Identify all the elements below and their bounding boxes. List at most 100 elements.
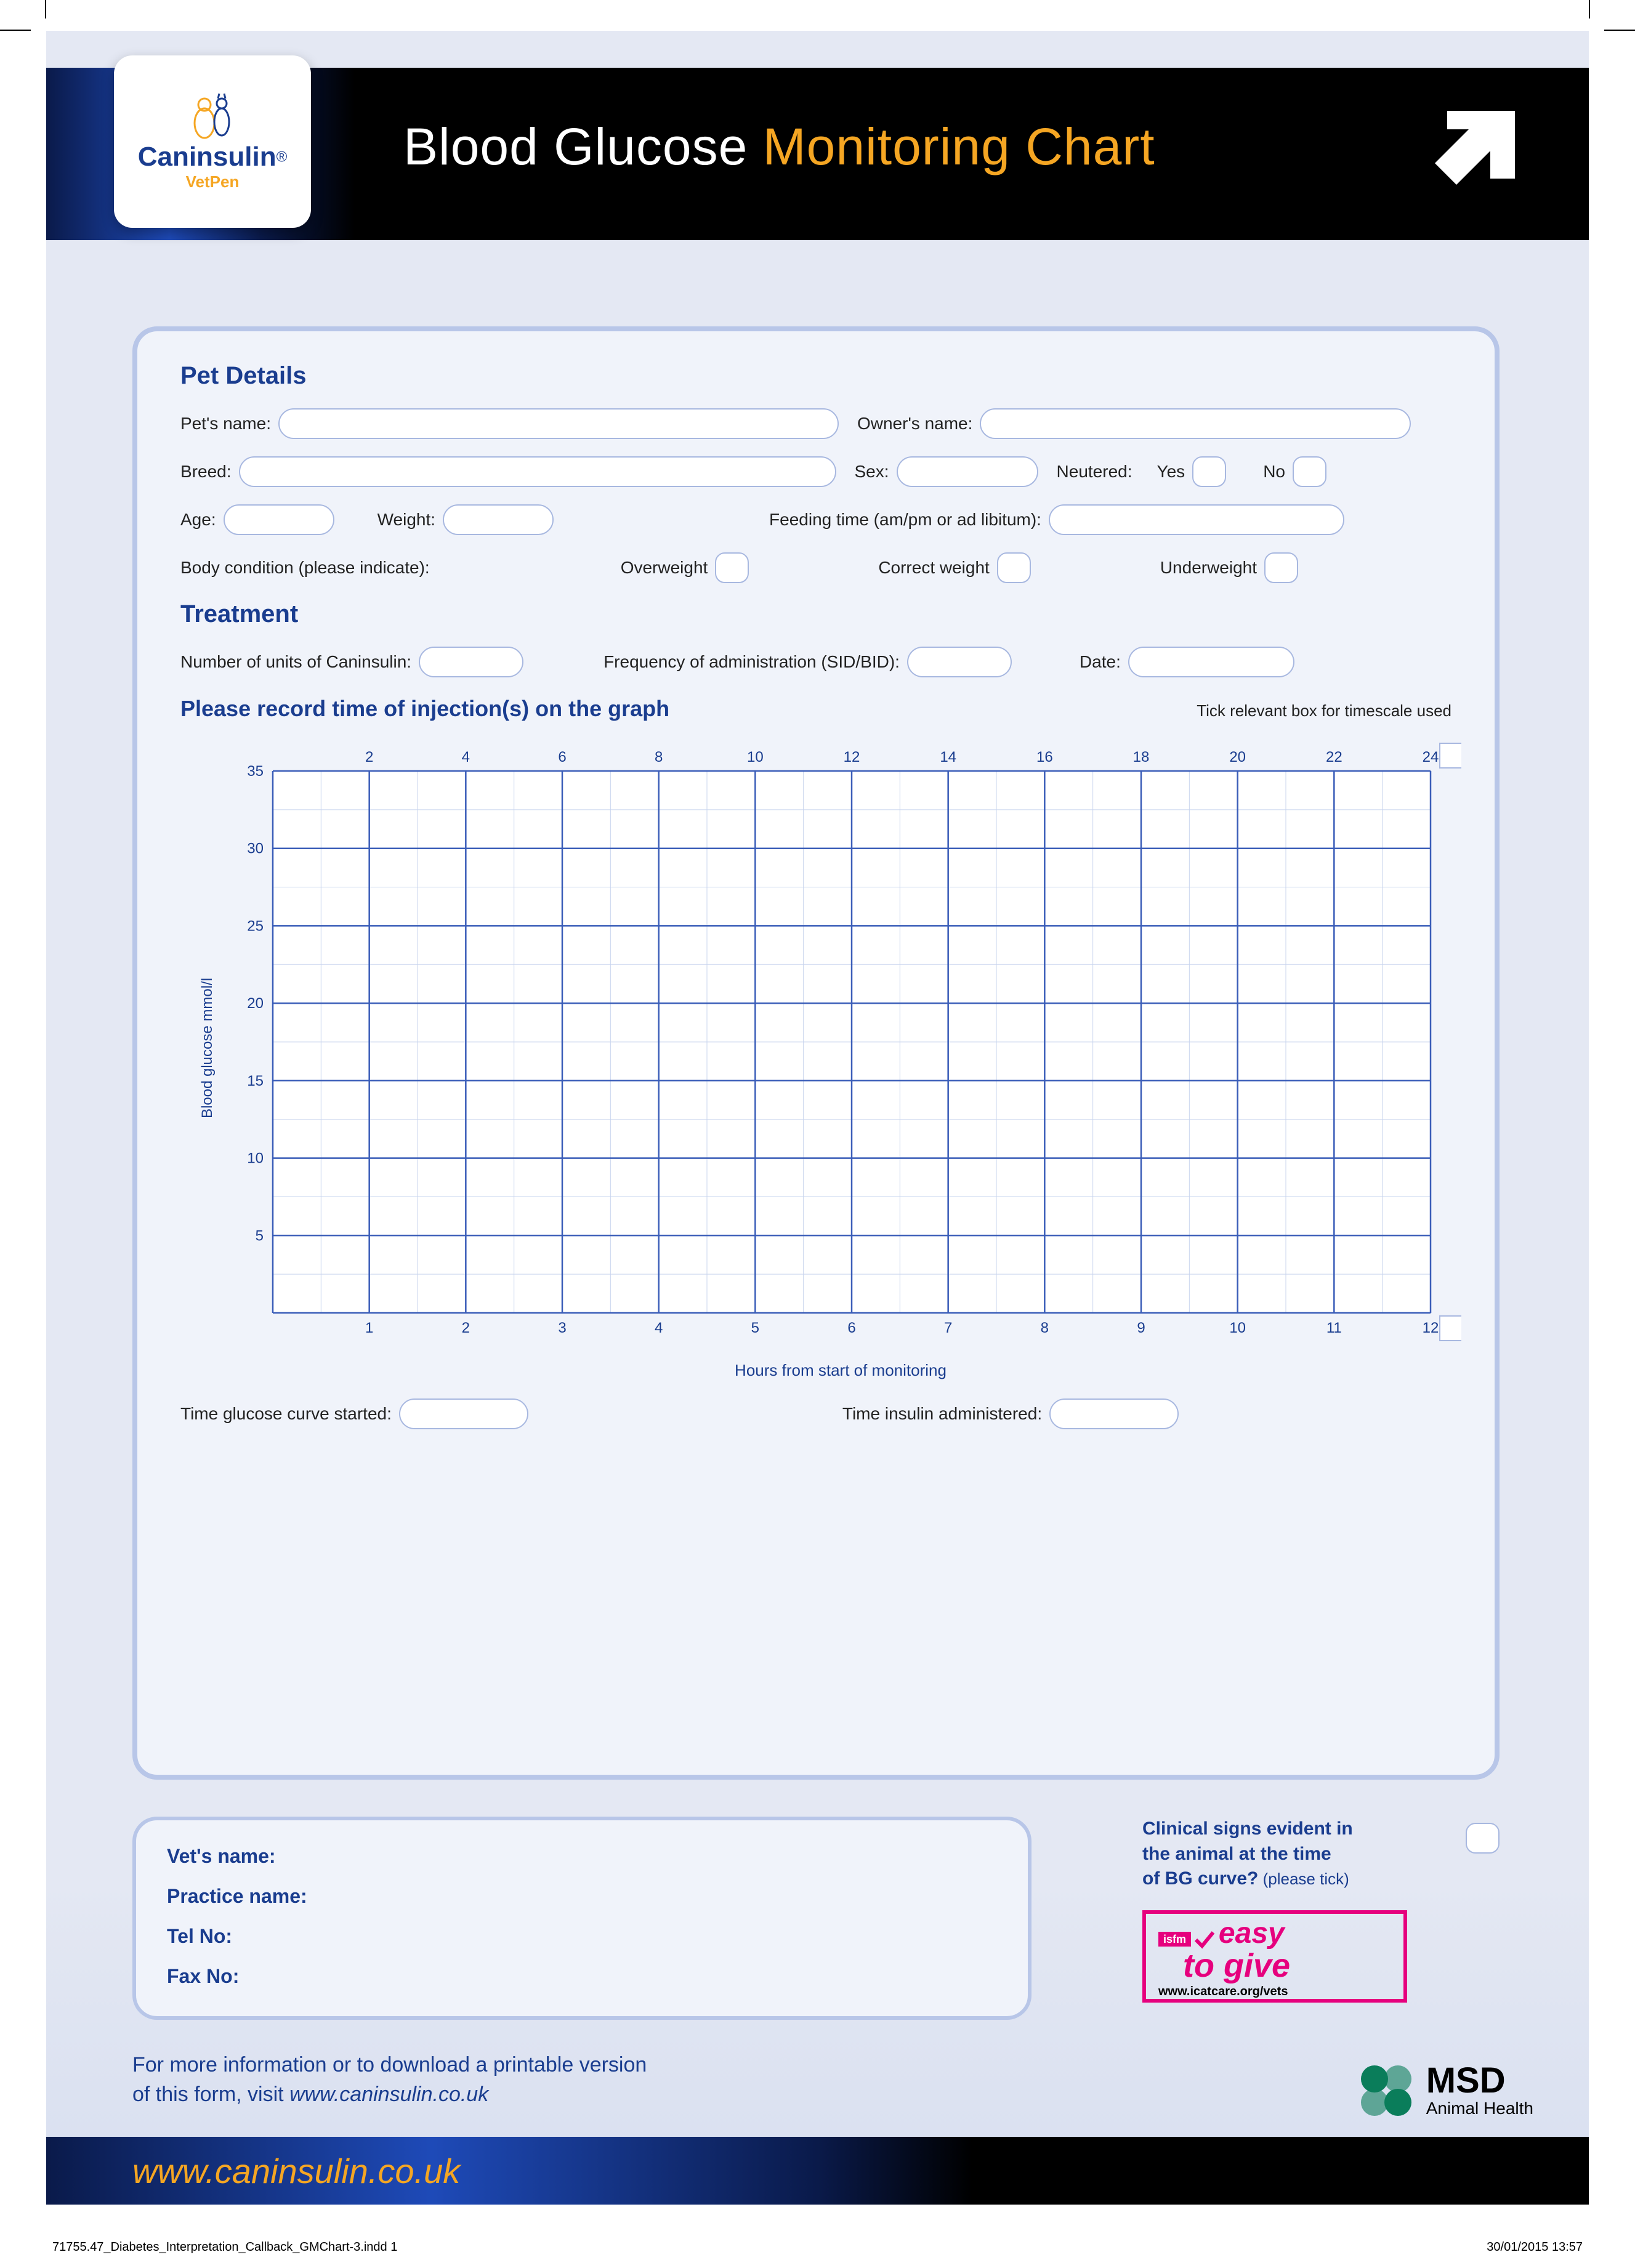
age-label: Age: xyxy=(180,510,216,530)
neutered-yes-checkbox[interactable] xyxy=(1192,456,1226,487)
svg-text:2: 2 xyxy=(462,1320,470,1336)
y-axis-label: Blood glucose mmol/l xyxy=(199,978,216,1118)
svg-text:6: 6 xyxy=(558,749,566,765)
units-input[interactable] xyxy=(419,647,523,677)
curve-start-label: Time glucose curve started: xyxy=(180,1404,392,1424)
svg-text:20: 20 xyxy=(1229,749,1246,765)
correct-weight-label: Correct weight xyxy=(878,558,990,578)
underweight-label: Underweight xyxy=(1160,558,1257,578)
arrow-down-right-icon xyxy=(1423,92,1533,203)
no-label: No xyxy=(1263,462,1285,482)
svg-text:8: 8 xyxy=(1041,1320,1049,1336)
units-label: Number of units of Caninsulin: xyxy=(180,652,411,672)
file-path: 71755.47_Diabetes_Interpretation_Callbac… xyxy=(52,2240,397,2254)
svg-text:7: 7 xyxy=(944,1320,952,1336)
weight-input[interactable] xyxy=(443,504,554,535)
svg-text:35: 35 xyxy=(247,763,264,780)
svg-text:24: 24 xyxy=(1423,749,1439,765)
info-link: www.caninsulin.co.uk xyxy=(289,2083,488,2106)
pet-name-input[interactable] xyxy=(278,408,839,439)
owner-name-label: Owner's name: xyxy=(857,414,972,434)
breed-input[interactable] xyxy=(239,456,836,487)
fax-label: Fax No: xyxy=(167,1965,997,1988)
brand-logo-card: Caninsulin® VetPen xyxy=(114,55,311,228)
sex-label: Sex: xyxy=(855,462,889,482)
svg-text:16: 16 xyxy=(1036,749,1053,765)
page-title: Blood Glucose Monitoring Chart xyxy=(403,117,1155,177)
svg-text:3: 3 xyxy=(558,1320,566,1336)
msd-logo: MSD Animal Health xyxy=(1358,2063,1533,2118)
footer-url: www.caninsulin.co.uk xyxy=(132,2151,460,2191)
svg-text:4: 4 xyxy=(655,1320,663,1336)
date-input[interactable] xyxy=(1128,647,1294,677)
clinical-signs-checkbox[interactable] xyxy=(1466,1823,1500,1854)
tick-note: Tick relevant box for timescale used xyxy=(1197,701,1451,720)
pet-icon xyxy=(191,92,234,142)
glucose-chart: Blood glucose mmol/l 5101520253035246810… xyxy=(230,740,1437,1356)
tel-label: Tel No: xyxy=(167,1925,997,1948)
feeding-input[interactable] xyxy=(1049,504,1344,535)
svg-text:10: 10 xyxy=(1229,1320,1246,1336)
freq-input[interactable] xyxy=(907,647,1012,677)
feeding-label: Feeding time (am/pm or ad libitum): xyxy=(769,510,1041,530)
insulin-admin-input[interactable] xyxy=(1049,1398,1179,1429)
freq-label: Frequency of administration (SID/BID): xyxy=(604,652,900,672)
svg-text:1: 1 xyxy=(365,1320,373,1336)
info-text: For more information or to download a pr… xyxy=(132,2051,647,2109)
svg-text:10: 10 xyxy=(247,1150,264,1167)
weight-label: Weight: xyxy=(377,510,435,530)
graph-instruction: Please record time of injection(s) on th… xyxy=(180,696,669,722)
date-label: Date: xyxy=(1080,652,1121,672)
svg-text:6: 6 xyxy=(847,1320,855,1336)
svg-text:25: 25 xyxy=(247,918,264,934)
vet-card: Vet's name: Practice name: Tel No: Fax N… xyxy=(132,1817,1031,2020)
svg-text:20: 20 xyxy=(247,995,264,1012)
svg-text:10: 10 xyxy=(747,749,764,765)
page: Caninsulin® VetPen Blood Glucose Monitor… xyxy=(46,31,1589,2205)
svg-text:12: 12 xyxy=(1423,1320,1439,1336)
chart-grid[interactable]: 5101520253035246810121416182022241234567… xyxy=(230,740,1461,1356)
pet-name-label: Pet's name: xyxy=(180,414,271,434)
svg-text:14: 14 xyxy=(940,749,956,765)
clinical-block: Clinical signs evident in the animal at … xyxy=(1142,1817,1500,2003)
age-input[interactable] xyxy=(224,504,334,535)
svg-text:4: 4 xyxy=(462,749,470,765)
owner-name-input[interactable] xyxy=(980,408,1411,439)
neutered-label: Neutered: xyxy=(1057,462,1132,482)
svg-text:2: 2 xyxy=(365,749,373,765)
overweight-checkbox[interactable] xyxy=(715,552,749,583)
insulin-admin-label: Time insulin administered: xyxy=(842,1404,1042,1424)
print-meta: 71755.47_Diabetes_Interpretation_Callbac… xyxy=(46,2240,1589,2254)
underweight-checkbox[interactable] xyxy=(1264,552,1298,583)
svg-text:5: 5 xyxy=(256,1227,264,1244)
svg-text:22: 22 xyxy=(1326,749,1342,765)
svg-text:30: 30 xyxy=(247,841,264,857)
curve-start-input[interactable] xyxy=(399,1398,528,1429)
x-axis-label: Hours from start of monitoring xyxy=(230,1361,1451,1380)
brand-sub: VetPen xyxy=(186,172,240,192)
neutered-no-checkbox[interactable] xyxy=(1293,456,1326,487)
footer-url-band: www.caninsulin.co.uk xyxy=(46,2137,1589,2205)
vet-name-label: Vet's name: xyxy=(167,1845,997,1868)
svg-text:15: 15 xyxy=(247,1073,264,1089)
easy-to-give-badge: isfm easy to give www.icatcare.org/vets xyxy=(1142,1910,1407,2003)
correct-weight-checkbox[interactable] xyxy=(997,552,1031,583)
brand-name: Caninsulin xyxy=(138,142,277,172)
icatcare-url: www.icatcare.org/vets xyxy=(1158,1985,1391,1999)
file-date: 30/01/2015 13:57 xyxy=(1487,2240,1583,2254)
pet-details-heading: Pet Details xyxy=(180,362,1451,390)
yes-label: Yes xyxy=(1157,462,1185,482)
svg-text:18: 18 xyxy=(1133,749,1150,765)
msd-icon xyxy=(1358,2063,1414,2118)
sex-input[interactable] xyxy=(897,456,1038,487)
svg-text:12: 12 xyxy=(844,749,860,765)
svg-text:5: 5 xyxy=(751,1320,759,1336)
svg-text:8: 8 xyxy=(655,749,663,765)
overweight-label: Overweight xyxy=(621,558,708,578)
practice-name-label: Practice name: xyxy=(167,1885,997,1908)
svg-text:9: 9 xyxy=(1137,1320,1145,1336)
svg-text:11: 11 xyxy=(1326,1320,1342,1336)
breed-label: Breed: xyxy=(180,462,232,482)
body-cond-label: Body condition (please indicate): xyxy=(180,558,430,578)
treatment-heading: Treatment xyxy=(180,600,1451,628)
